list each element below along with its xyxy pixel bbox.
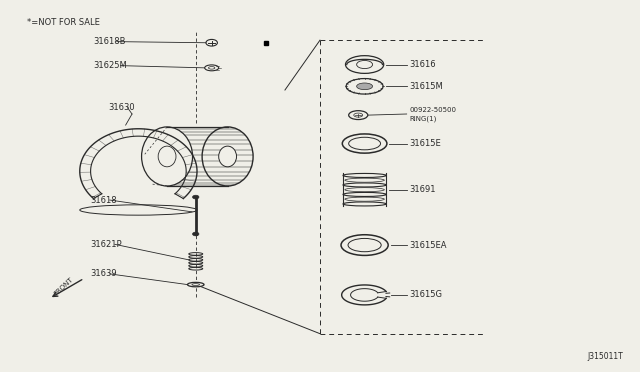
- Ellipse shape: [219, 146, 237, 167]
- Ellipse shape: [343, 202, 387, 206]
- Ellipse shape: [158, 146, 176, 167]
- Text: 31621P: 31621P: [91, 240, 122, 249]
- Text: 31615EA: 31615EA: [409, 241, 447, 250]
- Text: 31615E: 31615E: [409, 139, 441, 148]
- Text: FRONT: FRONT: [53, 276, 74, 297]
- Ellipse shape: [345, 178, 385, 182]
- Ellipse shape: [188, 282, 204, 287]
- Ellipse shape: [356, 83, 372, 90]
- Ellipse shape: [341, 235, 388, 256]
- Text: 31616: 31616: [409, 60, 436, 69]
- Text: 00922-50500: 00922-50500: [409, 106, 456, 113]
- Ellipse shape: [192, 284, 200, 285]
- Text: *=NOT FOR SALE: *=NOT FOR SALE: [27, 18, 100, 27]
- Ellipse shape: [343, 173, 387, 177]
- Ellipse shape: [349, 111, 368, 119]
- Ellipse shape: [346, 78, 383, 94]
- Ellipse shape: [193, 195, 199, 199]
- Text: 31615G: 31615G: [409, 291, 442, 299]
- Ellipse shape: [345, 188, 385, 192]
- Ellipse shape: [349, 137, 381, 150]
- Ellipse shape: [345, 197, 385, 201]
- Text: RING(1): RING(1): [409, 116, 436, 122]
- Ellipse shape: [346, 56, 384, 73]
- Text: 31615M: 31615M: [409, 82, 443, 91]
- Ellipse shape: [209, 67, 215, 69]
- Ellipse shape: [342, 134, 387, 153]
- Text: J315011T: J315011T: [587, 352, 623, 361]
- Ellipse shape: [356, 61, 372, 68]
- Ellipse shape: [343, 183, 387, 187]
- Ellipse shape: [193, 232, 199, 236]
- Text: 31625M: 31625M: [94, 61, 127, 70]
- Ellipse shape: [354, 113, 363, 117]
- Text: 31618B: 31618B: [94, 37, 126, 46]
- Text: 31618: 31618: [91, 196, 117, 205]
- Text: 31630: 31630: [108, 103, 135, 112]
- Text: 31639: 31639: [91, 269, 117, 278]
- Ellipse shape: [343, 192, 387, 196]
- Text: 31691: 31691: [409, 185, 436, 194]
- Ellipse shape: [348, 238, 381, 252]
- Ellipse shape: [205, 65, 219, 71]
